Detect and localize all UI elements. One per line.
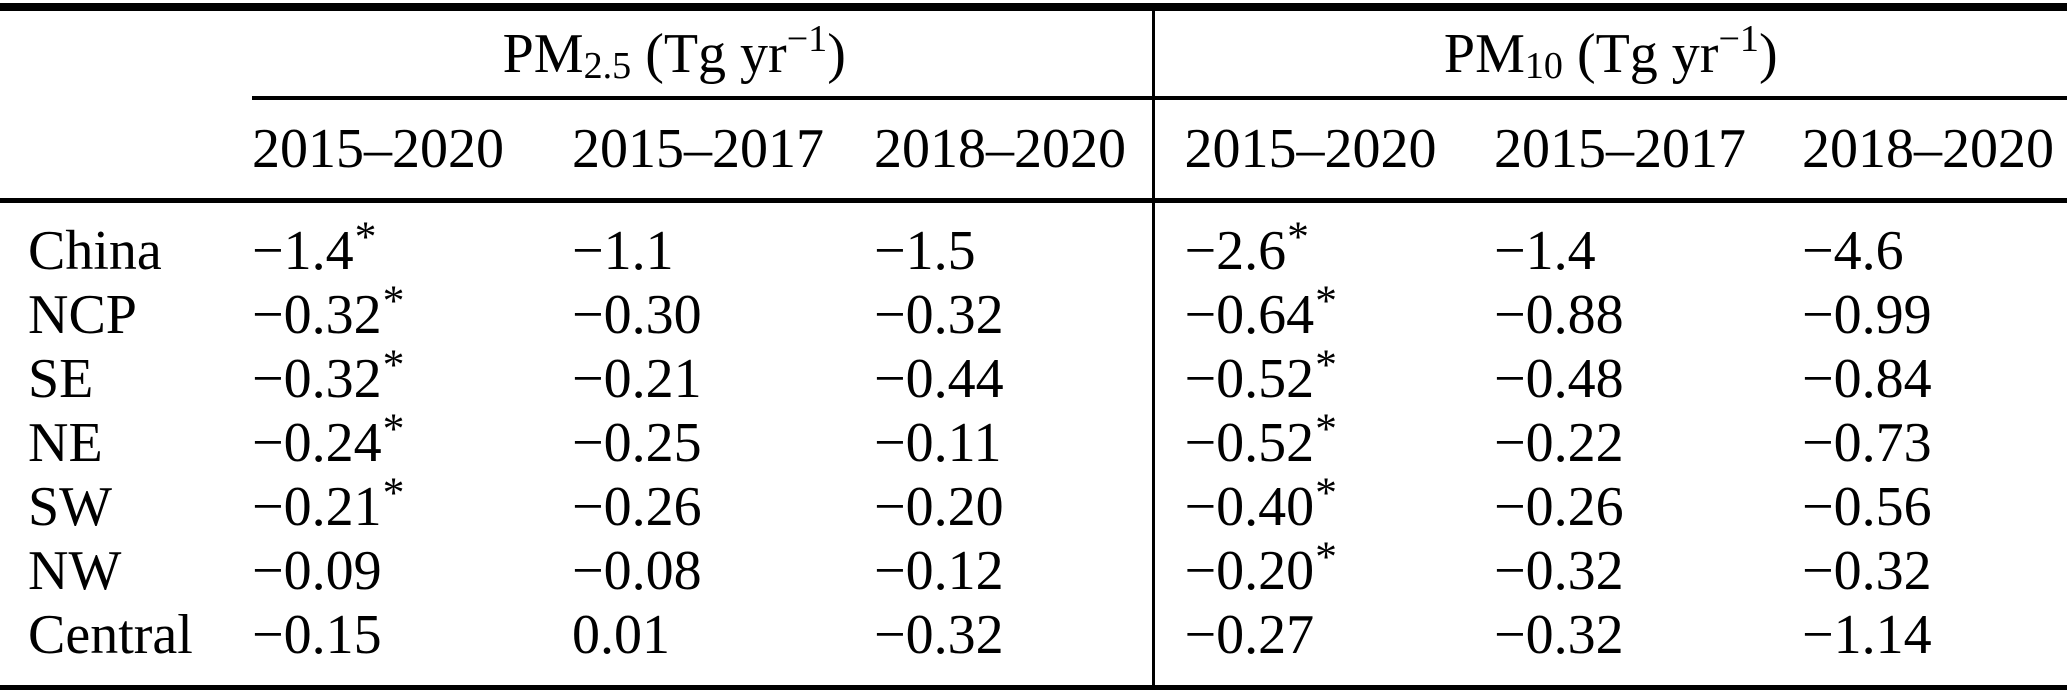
value-cell: −0.44 — [874, 348, 1004, 410]
value-cell: −0.27 — [1151, 603, 1495, 689]
value-cell: −0.21 — [572, 348, 702, 410]
pm25-group-header: PM2.5 (Tg yr−1) — [252, 7, 1154, 100]
pm25-unit-exponent: −1 — [786, 17, 828, 60]
region-label: SE — [28, 348, 94, 410]
pm10-period-header-3: 2018–2020 — [1802, 98, 2067, 203]
value-cell: −4.6 — [1802, 220, 1904, 282]
value-cell: −0.52* — [1151, 341, 1495, 411]
region-label: China — [28, 220, 162, 282]
value-cell: −0.84 — [1802, 348, 1932, 410]
value-cell: −0.24* — [252, 404, 405, 474]
value-cell: −1.14 — [1802, 604, 1932, 666]
value-cell: −2.6* — [1151, 200, 1495, 283]
value-cell: −0.32* — [252, 276, 405, 346]
significance-star: * — [1315, 276, 1337, 325]
pm-trend-table: PM2.5 (Tg yr−1) PM10 (Tg yr−1) 2015–2020… — [0, 3, 2067, 690]
pm25-label: PM — [502, 22, 584, 85]
pm10-label: PM — [1443, 22, 1525, 85]
value-cell: −0.09 — [252, 540, 382, 602]
significance-star: * — [354, 212, 377, 261]
pm25-period-header-2: 2015–2017 — [572, 98, 874, 203]
pm10-unit-exponent: −1 — [1718, 17, 1759, 60]
significance-star: * — [382, 340, 405, 389]
value-cell: −0.25 — [572, 412, 702, 474]
value-cell: −0.20* — [1151, 533, 1495, 603]
significance-star: * — [1315, 532, 1337, 581]
significance-star: * — [1315, 468, 1337, 517]
value-cell: −0.52* — [1151, 405, 1495, 475]
significance-star: * — [382, 468, 405, 517]
table-row: NW −0.09 −0.08 −0.12 −0.20* −0.32 −0.32 — [0, 533, 2067, 603]
region-label: NE — [28, 412, 103, 474]
value-cell: −0.64* — [1151, 277, 1495, 347]
significance-star: * — [382, 276, 405, 325]
value-cell: −0.26 — [1494, 476, 1624, 538]
period-header-row: 2015–2020 2015–2017 2018–2020 2015–2020 … — [0, 98, 2067, 203]
table-header: PM2.5 (Tg yr−1) PM10 (Tg yr−1) 2015–2020… — [0, 7, 2067, 203]
table-row: NCP −0.32* −0.30 −0.32 −0.64* −0.88 −0.99 — [0, 276, 2067, 347]
region-label: SW — [28, 476, 112, 538]
value-cell: −0.26 — [572, 476, 702, 538]
table-row: China −1.4* −1.1 −1.5 −2.6* −1.4 −4.6 — [0, 200, 2067, 283]
value-cell: −1.4 — [1494, 220, 1596, 282]
significance-star: * — [1287, 212, 1309, 261]
significance-star: * — [382, 404, 405, 453]
pm10-subscript: 10 — [1524, 45, 1563, 88]
value-cell: −0.15 — [252, 604, 382, 666]
value-cell: −0.73 — [1802, 412, 1932, 474]
table-row: SW −0.21* −0.26 −0.20 −0.40* −0.26 −0.56 — [0, 468, 2067, 539]
table-row: NE −0.24* −0.25 −0.11 −0.52* −0.22 −0.73 — [0, 404, 2067, 475]
group-header-row: PM2.5 (Tg yr−1) PM10 (Tg yr−1) — [0, 7, 2067, 100]
corner-cell — [0, 7, 252, 98]
value-cell: −0.40* — [1151, 469, 1495, 539]
pm25-unit-close: ) — [827, 22, 846, 85]
pm10-period-header-2: 2015–2017 — [1494, 98, 1803, 203]
value-cell: −0.88 — [1494, 284, 1624, 346]
pm25-period-header-3: 2018–2020 — [874, 98, 1154, 203]
pm10-unit-open: (Tg yr — [1562, 22, 1719, 85]
table-body: China −1.4* −1.1 −1.5 −2.6* −1.4 −4.6 NCP −0.32*… — [0, 200, 2067, 689]
significance-star: * — [1315, 340, 1337, 389]
value-cell: −0.99 — [1802, 284, 1932, 346]
value-cell: −0.56 — [1802, 476, 1932, 538]
table-row: SE −0.32* −0.21 −0.44 −0.52* −0.48 −0.84 — [0, 340, 2067, 411]
pm25-unit-open: (Tg yr — [631, 22, 787, 85]
region-label: NW — [28, 540, 122, 602]
value-cell: −0.32 — [874, 284, 1004, 346]
value-cell: −0.32 — [874, 604, 1004, 666]
value-cell: 0.01 — [572, 604, 670, 666]
pm10-group-header: PM10 (Tg yr−1) — [1151, 7, 2067, 100]
value-cell: −0.32 — [1494, 540, 1624, 602]
value-cell: −0.48 — [1494, 348, 1624, 410]
region-label: NCP — [28, 284, 137, 346]
value-cell: −0.22 — [1494, 412, 1624, 474]
pm25-subscript: 2.5 — [583, 45, 632, 88]
pm25-period-header-1: 2015–2020 — [252, 98, 572, 203]
pm10-period-header-1: 2015–2020 — [1151, 98, 1495, 203]
value-cell: −1.5 — [874, 220, 976, 282]
value-cell: −0.32 — [1494, 604, 1624, 666]
value-cell: −0.21* — [252, 468, 405, 538]
value-cell: −1.4* — [252, 212, 377, 282]
significance-star: * — [1315, 404, 1337, 453]
value-cell: −0.12 — [874, 540, 1004, 602]
value-cell: −0.11 — [874, 412, 1002, 474]
value-cell: −0.30 — [572, 284, 702, 346]
value-cell: −0.32* — [252, 340, 405, 410]
value-cell: −0.32 — [1802, 540, 1932, 602]
corner-cell — [0, 98, 252, 203]
value-cell: −0.08 — [572, 540, 702, 602]
region-label: Central — [28, 604, 193, 666]
value-cell: −0.20 — [874, 476, 1004, 538]
table-row: Central −0.15 0.01 −0.32 −0.27 −0.32 −1.14 — [0, 603, 2067, 689]
value-cell: −1.1 — [572, 220, 674, 282]
pm10-unit-close: ) — [1758, 22, 1778, 85]
